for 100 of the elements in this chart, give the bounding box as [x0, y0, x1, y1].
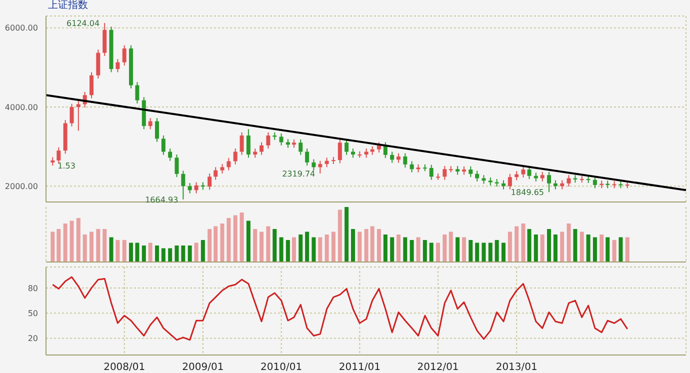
candlestick [396, 152, 401, 164]
bar [436, 242, 440, 262]
bar [90, 232, 94, 262]
annotation: 2319.74 [282, 169, 316, 178]
bar [292, 237, 296, 262]
candlestick [154, 118, 159, 142]
candlestick [116, 58, 120, 73]
candlestick [344, 138, 349, 156]
bar [318, 237, 322, 262]
candlestick [214, 166, 218, 180]
candlestick [364, 148, 368, 158]
bar [208, 229, 212, 262]
bar [625, 237, 630, 262]
bar [324, 234, 329, 262]
candlestick [566, 174, 571, 188]
bar [376, 229, 381, 262]
bar [102, 229, 107, 262]
bar [534, 234, 538, 262]
bar [200, 240, 205, 262]
bar [233, 215, 238, 262]
bar [358, 232, 362, 262]
bar [260, 232, 264, 262]
bar [390, 237, 394, 262]
y-tick-label: 6000.00 [4, 24, 38, 33]
candlestick [324, 157, 329, 168]
bar [494, 240, 499, 262]
bar [214, 226, 218, 262]
candlestick [429, 164, 434, 180]
candlestick [148, 118, 152, 130]
candlestick [168, 148, 172, 162]
candlestick [246, 128, 250, 158]
bar [344, 207, 349, 262]
candlestick [547, 171, 552, 193]
candlestick [174, 154, 179, 178]
bar [240, 212, 244, 262]
bar [448, 232, 453, 262]
bar [508, 232, 512, 262]
bar [168, 248, 172, 262]
candlestick [240, 132, 244, 156]
bar [618, 237, 623, 262]
bar [188, 246, 192, 262]
bar [370, 226, 374, 262]
candlestick [318, 160, 322, 174]
candlestick [181, 170, 186, 200]
bar [181, 246, 186, 262]
candlestick [161, 135, 166, 156]
candlestick [188, 182, 192, 194]
bar [82, 234, 87, 262]
bar [272, 229, 277, 262]
bar [514, 226, 519, 262]
bar [422, 240, 427, 262]
bar [396, 234, 401, 262]
bar [456, 237, 460, 262]
bar [488, 242, 492, 262]
candlestick [351, 148, 356, 158]
bar [154, 246, 159, 262]
bar [612, 240, 616, 262]
candlestick [514, 170, 519, 181]
bar [521, 224, 526, 262]
bar [383, 234, 388, 262]
bar [468, 240, 473, 262]
bar [364, 229, 368, 262]
bar [566, 224, 571, 262]
bar [482, 242, 486, 262]
bar [527, 229, 532, 262]
candlestick [410, 160, 414, 173]
y-tick-label: 2000.00 [4, 182, 38, 192]
bar [174, 246, 179, 262]
candlestick [560, 180, 564, 190]
chart-title: 上证指数 [48, 0, 88, 12]
candlestick [312, 158, 316, 171]
candlestick [220, 164, 224, 174]
bar [286, 240, 290, 262]
bar [129, 242, 134, 262]
bar [580, 232, 584, 262]
candlestick [233, 148, 238, 165]
candlestick [298, 138, 303, 156]
bar [194, 242, 198, 262]
bar [592, 237, 597, 262]
annotation: 1.53 [58, 161, 76, 170]
bar [246, 220, 250, 262]
x-tick-label: 2010/01 [260, 362, 302, 373]
candlestick [468, 166, 473, 178]
bar [116, 240, 120, 262]
bar [403, 237, 408, 262]
bar [148, 242, 152, 262]
candlestick [540, 171, 544, 182]
candlestick [260, 142, 264, 156]
candlestick [70, 103, 74, 127]
bar [560, 232, 564, 262]
candlestick [279, 133, 284, 146]
candlestick [403, 152, 408, 168]
bar [540, 234, 544, 262]
y-tick-label: 20 [28, 334, 38, 344]
candlestick [253, 148, 258, 158]
bar [266, 226, 270, 262]
bar [331, 232, 336, 262]
bar [462, 237, 466, 262]
bar [586, 234, 590, 262]
candlestick [442, 165, 447, 180]
